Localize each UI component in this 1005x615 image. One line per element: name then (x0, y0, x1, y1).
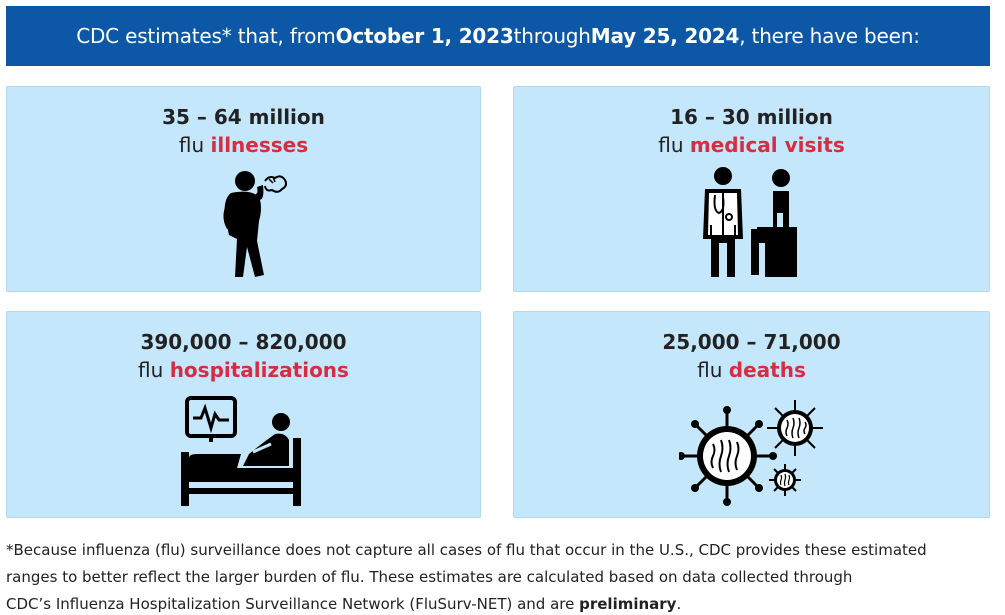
banner-end-date: May 25, 2024 (590, 24, 740, 48)
illnesses-range: 35 – 64 million (162, 105, 325, 129)
hospital-bed-icon (181, 396, 301, 506)
sick-person-coughing-icon (223, 171, 287, 277)
footnote-line-1: *Because influenza (flu) surveillance do… (6, 541, 927, 559)
hospitalizations-label: flu hospitalizations (138, 358, 349, 382)
medical-visits-card: 16 – 30 million flu medical visits (513, 86, 990, 292)
banner-start-date: October 1, 2023 (335, 24, 514, 48)
illnesses-highlight: illnesses (210, 133, 309, 157)
deaths-highlight: deaths (728, 358, 806, 382)
footnote-line-3: CDC’s Influenza Hospitalization Surveill… (6, 595, 682, 613)
banner-suffix: , there have been: (739, 24, 920, 48)
medical-visits-label: flu medical visits (658, 133, 845, 157)
footnote-preliminary: preliminary (579, 595, 677, 613)
medical-visits-highlight: medical visits (689, 133, 845, 157)
hospitalizations-highlight: hospitalizations (169, 358, 349, 382)
illnesses-card: 35 – 64 million flu illnesses (6, 86, 481, 292)
footnote: *Because influenza (flu) surveillance do… (6, 537, 996, 615)
banner-middle: through (513, 24, 591, 48)
deaths-range: 25,000 – 71,000 (662, 330, 841, 354)
banner-prefix: CDC estimates* that, from (76, 24, 336, 48)
footnote-line-2: ranges to better reflect the larger burd… (6, 568, 853, 586)
header-banner: CDC estimates* that, from October 1, 202… (6, 6, 990, 66)
deaths-card: 25,000 – 71,000 flu deaths (513, 311, 990, 518)
virus-icon (679, 400, 823, 506)
doctor-patient-icon (703, 167, 797, 277)
medical-visits-range: 16 – 30 million (670, 105, 833, 129)
hospitalizations-range: 390,000 – 820,000 (140, 330, 347, 354)
illnesses-label: flu illnesses (178, 133, 309, 157)
deaths-label: flu deaths (697, 358, 806, 382)
hospitalizations-card: 390,000 – 820,000 flu hospitalizations (6, 311, 481, 518)
